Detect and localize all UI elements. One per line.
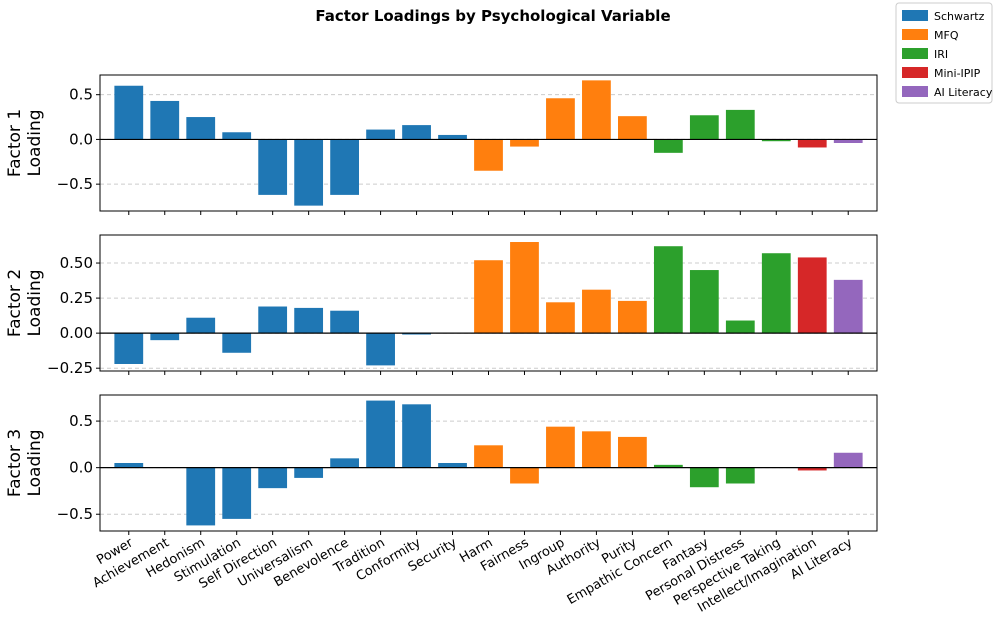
y-tick-label: 0.50 <box>60 254 93 272</box>
bar-intellect-imagination <box>797 139 827 148</box>
bar-personal-distress <box>725 109 755 140</box>
bar-hedonism <box>186 467 216 526</box>
bar-ingroup <box>546 98 575 140</box>
y-tick-label: 0.5 <box>69 86 93 104</box>
bar-purity <box>618 116 647 140</box>
bar-universalism <box>294 307 324 334</box>
bar-benevolence <box>330 139 359 195</box>
bar-tradition <box>366 400 395 468</box>
bar-ai-literacy <box>833 279 863 334</box>
bar-empathic-concern <box>653 246 683 334</box>
bar-ingroup <box>546 302 575 334</box>
y-axis-label: Factor 3Loading <box>5 429 45 497</box>
legend-label: MFQ <box>934 29 959 42</box>
legend-label: AI Literacy <box>934 86 993 99</box>
bar-fairness <box>510 242 539 334</box>
bar-empathic-concern <box>653 139 683 153</box>
y-tick-label: −0.25 <box>47 359 93 377</box>
bar-harm <box>474 139 503 171</box>
bar-universalism <box>294 467 324 478</box>
bar-harm <box>474 260 503 334</box>
bar-fairness <box>510 139 539 147</box>
bar-purity <box>618 300 647 334</box>
bar-authority <box>582 80 611 140</box>
y-axis-label-line: Loading <box>25 429 45 496</box>
y-tick-label: 0.0 <box>69 459 93 477</box>
bar-benevolence <box>330 458 359 468</box>
legend-swatch <box>902 29 928 40</box>
bar-fantasy <box>689 270 719 334</box>
bar-self-direction <box>258 467 288 489</box>
legend: Schwartz MFQ IRI Mini-IPIP AI Literacy <box>895 2 993 104</box>
bar-hedonism <box>186 317 216 334</box>
legend-swatch <box>902 48 928 59</box>
legend-swatch <box>902 86 928 97</box>
bar-power <box>114 85 144 140</box>
legend-label: Schwartz <box>934 10 985 23</box>
bar-intellect-imagination <box>797 467 827 471</box>
chart-title: Factor Loadings by Psychological Variabl… <box>315 7 670 25</box>
y-axis-label-line: Loading <box>25 109 45 176</box>
y-axis-label-line: Loading <box>25 269 45 336</box>
bar-achievement <box>150 333 180 341</box>
y-tick-label: −0.5 <box>57 505 93 523</box>
bar-fairness <box>510 467 539 484</box>
y-axis-label: Factor 1Loading <box>5 109 45 177</box>
bar-achievement <box>150 100 180 140</box>
bar-ai-literacy <box>833 452 863 468</box>
bar-stimulation <box>222 467 252 519</box>
legend-label: IRI <box>934 48 948 61</box>
bar-perspective-taking <box>761 139 791 142</box>
bar-benevolence <box>330 310 359 334</box>
bar-conformity <box>402 125 431 140</box>
x-tick-labels: PowerAchievementHedonismStimulationSelf … <box>90 535 855 616</box>
bar-hedonism <box>186 117 216 140</box>
bar-security <box>438 463 467 468</box>
bar-self-direction <box>258 306 288 334</box>
legend-label: Mini-IPIP <box>934 67 981 80</box>
bar-perspective-taking <box>761 253 791 334</box>
y-axis-label: Factor 2Loading <box>5 269 45 337</box>
legend-swatch <box>902 67 928 78</box>
y-tick-label: −0.5 <box>57 175 93 193</box>
bar-empathic-concern <box>653 464 683 468</box>
bar-conformity <box>402 404 431 468</box>
bar-personal-distress <box>725 467 755 484</box>
bar-power <box>114 333 144 364</box>
bar-universalism <box>294 139 324 206</box>
bar-tradition <box>366 333 395 366</box>
bar-purity <box>618 436 647 468</box>
y-tick-label: 0.00 <box>60 324 93 342</box>
bar-harm <box>474 445 503 468</box>
panel-factor-1: −0.5 0.0 0.5 Factor 1Loading <box>5 74 878 215</box>
bar-stimulation <box>222 132 252 140</box>
panel-factor-2: −0.25 0.00 0.25 0.50 Factor 2Loading <box>5 234 878 377</box>
y-axis-label-line: Factor 1 <box>5 109 25 177</box>
bar-tradition <box>366 129 395 140</box>
legend-swatch <box>902 10 928 21</box>
bar-personal-distress <box>725 320 755 334</box>
bar-conformity <box>402 333 431 335</box>
bar-ai-literacy <box>833 139 863 143</box>
bar-ingroup <box>546 426 575 468</box>
bar-stimulation <box>222 333 252 353</box>
bar-authority <box>582 431 611 468</box>
bar-fantasy <box>689 115 719 140</box>
bar-authority <box>582 289 611 334</box>
bar-fantasy <box>689 467 719 488</box>
bar-power <box>114 463 144 468</box>
bar-security <box>438 134 467 140</box>
y-tick-label: 0.0 <box>69 130 93 148</box>
bar-intellect-imagination <box>797 257 827 334</box>
y-tick-label: 0.5 <box>69 412 93 430</box>
panel-factor-3: −0.5 0.0 0.5 Factor 3Loading <box>5 394 878 535</box>
y-axis-label-line: Factor 3 <box>5 429 25 497</box>
y-tick-label: 0.25 <box>60 289 93 307</box>
y-axis-label-line: Factor 2 <box>5 269 25 337</box>
bar-self-direction <box>258 139 288 195</box>
